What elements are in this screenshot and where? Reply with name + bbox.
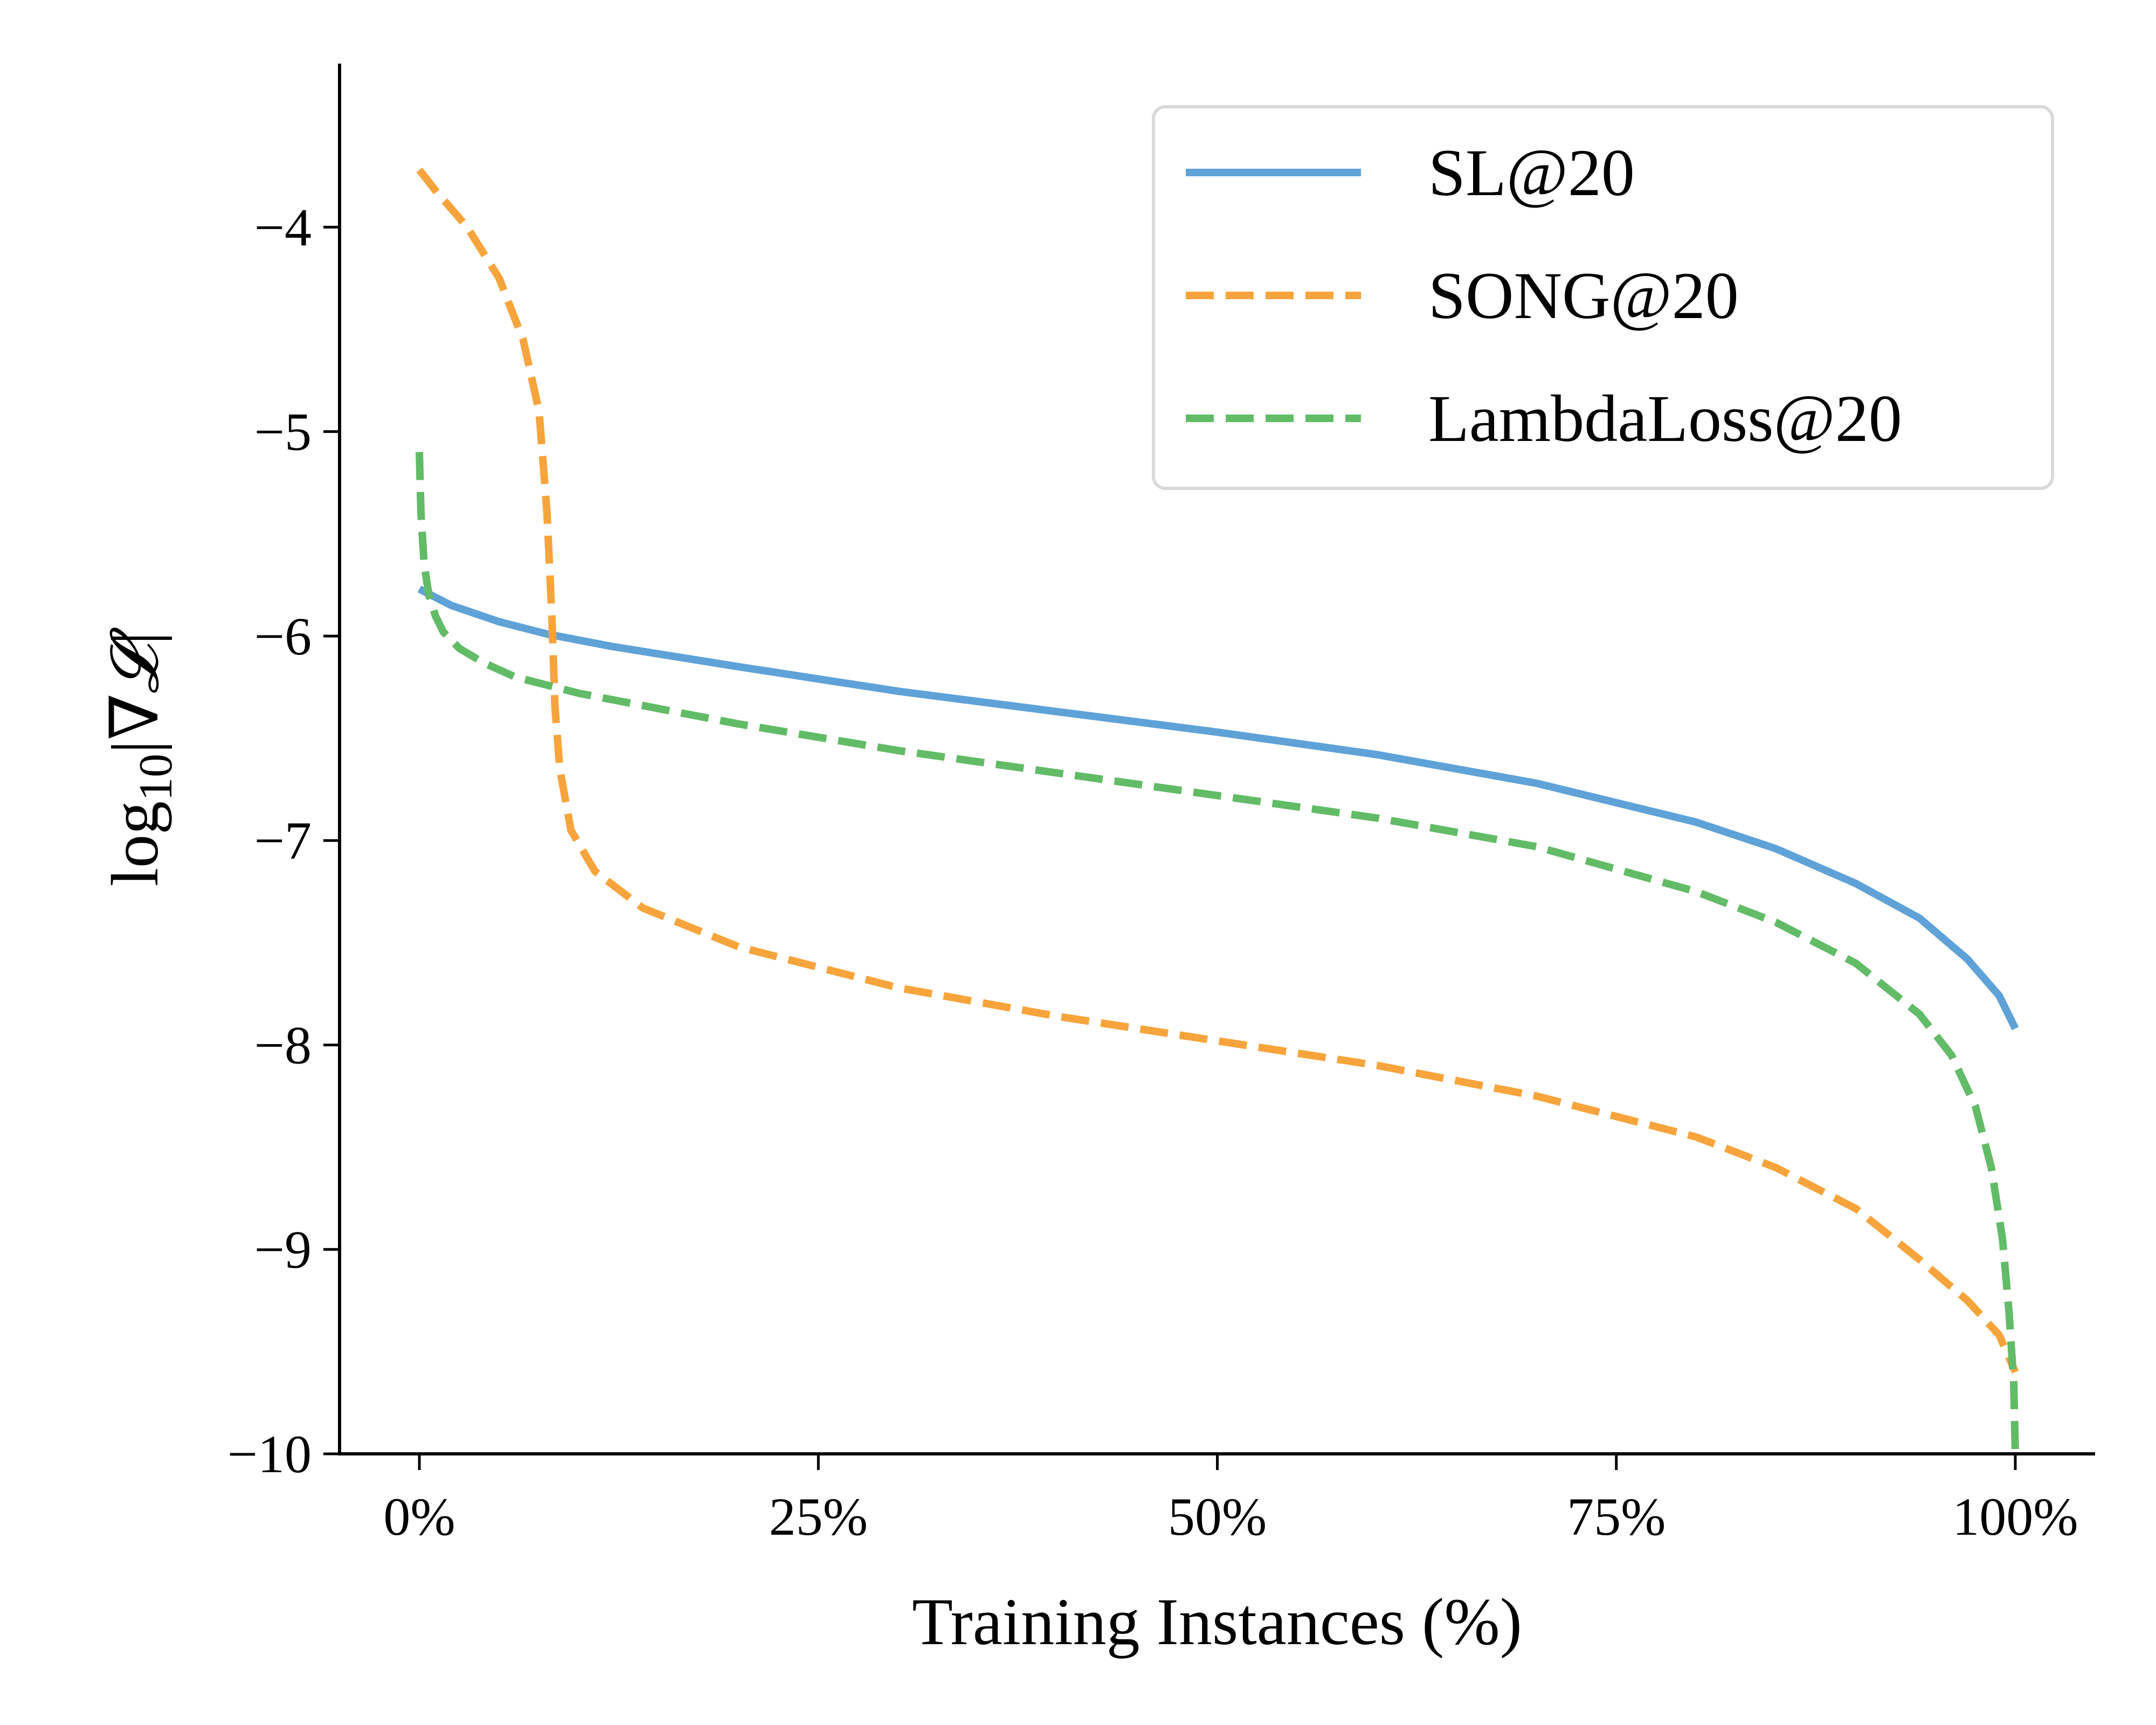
- x-tick-label: 75%: [1567, 1487, 1666, 1547]
- x-tick-label: 0%: [383, 1487, 455, 1547]
- series-layer: [416, 167, 2019, 1454]
- series-line-lambdaloss-20: [416, 452, 2019, 1454]
- y-tick-label: −10: [227, 1424, 312, 1484]
- x-tick-label: 50%: [1168, 1487, 1267, 1547]
- y-axis-title-body: |∇: [98, 694, 172, 754]
- y-axis-title-base: log: [98, 801, 172, 886]
- legend-label: SONG@20: [1428, 259, 1739, 333]
- y-tick-label: −7: [254, 811, 312, 871]
- y-tick-label: −4: [254, 197, 312, 257]
- y-axis-title-close: |: [98, 632, 172, 645]
- legend-label: SL@20: [1428, 136, 1635, 210]
- series-line-song-20: [416, 167, 2019, 1374]
- ticks-layer: 0% 25% 50% 75% 100% −4 −5 −6 −7 −8 −9 −10: [227, 197, 2078, 1547]
- legend-label: LambdaLoss@20: [1428, 382, 1902, 456]
- x-axis-title: Training Instances (%): [912, 1585, 1522, 1659]
- legend-frame: [1152, 105, 2054, 490]
- series-line-sl-20: [417, 585, 2019, 1031]
- y-axis-title: log10|∇𝓛|: [98, 627, 182, 887]
- x-tick-label: 25%: [769, 1487, 868, 1547]
- legend: SL@20 SONG@20 LambdaLoss@20: [1152, 105, 2054, 490]
- y-tick-label: −9: [254, 1220, 312, 1280]
- y-axis-title-subscript: 10: [130, 754, 182, 801]
- x-tick-label: 100%: [1952, 1487, 2078, 1547]
- y-tick-label: −6: [254, 606, 312, 666]
- y-tick-label: −8: [254, 1015, 312, 1075]
- y-tick-label: −5: [254, 402, 312, 462]
